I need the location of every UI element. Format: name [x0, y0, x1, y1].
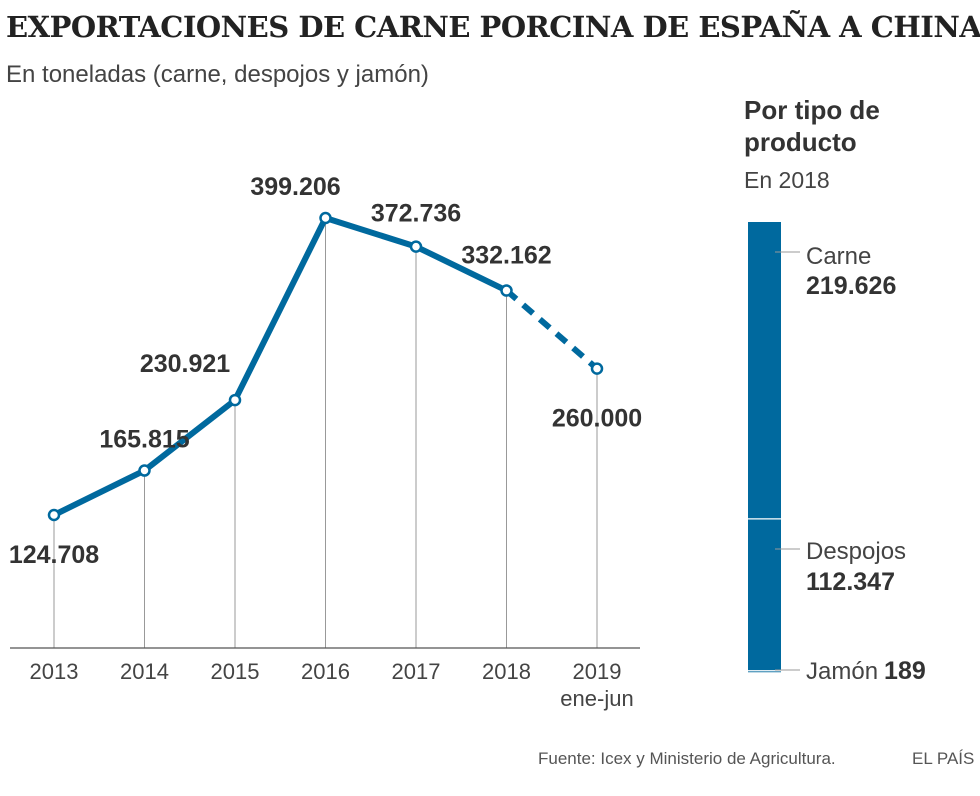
x-tick-2018: 2018: [482, 659, 531, 684]
data-point-2016: [319, 211, 332, 225]
line-chart: 124.708 165.815 230.921 399.206 372.736332.1…: [9, 173, 642, 711]
value-label-2016: 399.206: [250, 173, 340, 201]
data-point-2019: [590, 362, 604, 375]
guide-lines: [53, 223, 598, 648]
stack-segment-0: [748, 222, 781, 519]
x-tick-2013: 2013: [30, 659, 79, 684]
data-point-2014: [138, 464, 151, 477]
segment-value-0: 219.626: [806, 272, 896, 300]
value-label-2019: 260.000: [552, 405, 642, 433]
chart-subtitle: En toneladas (carne, despojos y jamón): [6, 61, 429, 88]
data-point-2018: [500, 284, 513, 297]
value-label-2013: 124.708: [9, 541, 99, 569]
data-point-2015: [228, 393, 242, 407]
breakdown-title-line-2: producto: [744, 127, 857, 157]
segment-name-0: Carne: [806, 243, 871, 270]
segment-value-2: 189: [884, 657, 926, 685]
x-tick-2019: 2019: [573, 659, 622, 684]
x-tick-sublabel-2019: ene-jun: [560, 686, 633, 711]
value-label-2014: 165.815: [99, 426, 189, 454]
segment-name-2: Jamón: [806, 658, 878, 685]
segment-value-1: 112.347: [806, 568, 895, 596]
x-tick-2016: 2016: [301, 659, 350, 684]
data-point-2017: [409, 240, 423, 253]
segment-name-1: Despojos: [806, 538, 906, 565]
x-tick-2017: 2017: [392, 659, 441, 684]
data-points: [47, 211, 604, 522]
series-line: [51, 215, 599, 518]
series-line-solid: [51, 215, 510, 518]
value-label-2018: 332.162: [461, 242, 551, 270]
data-point-2013: [47, 508, 61, 522]
value-labels: 124.708 165.815 230.921 399.206 372.736332.1…: [9, 173, 642, 569]
product-breakdown: Por tipo de producto En 2018 Carne219.62…: [744, 95, 926, 685]
source-note: Fuente: Icex y Ministerio de Agricultura…: [538, 749, 836, 768]
x-tick-2014: 2014: [120, 659, 169, 684]
brand-logo: EL PAÍS: [912, 749, 974, 768]
x-tick-2015: 2015: [211, 659, 260, 684]
value-label-2017: 372.736: [371, 200, 461, 228]
chart-title: EXPORTACIONES DE CARNE PORCINA DE ESPAÑA…: [6, 9, 980, 44]
breakdown-title-line-1: Por tipo de: [744, 95, 880, 125]
stacked-bar: [748, 222, 781, 673]
breakdown-subtitle: En 2018: [744, 167, 830, 193]
series-line-projection: [504, 288, 599, 371]
value-label-2015: 230.921: [140, 350, 230, 378]
stack-segment-1: [748, 518, 781, 671]
stack-segment-2: [748, 670, 781, 673]
